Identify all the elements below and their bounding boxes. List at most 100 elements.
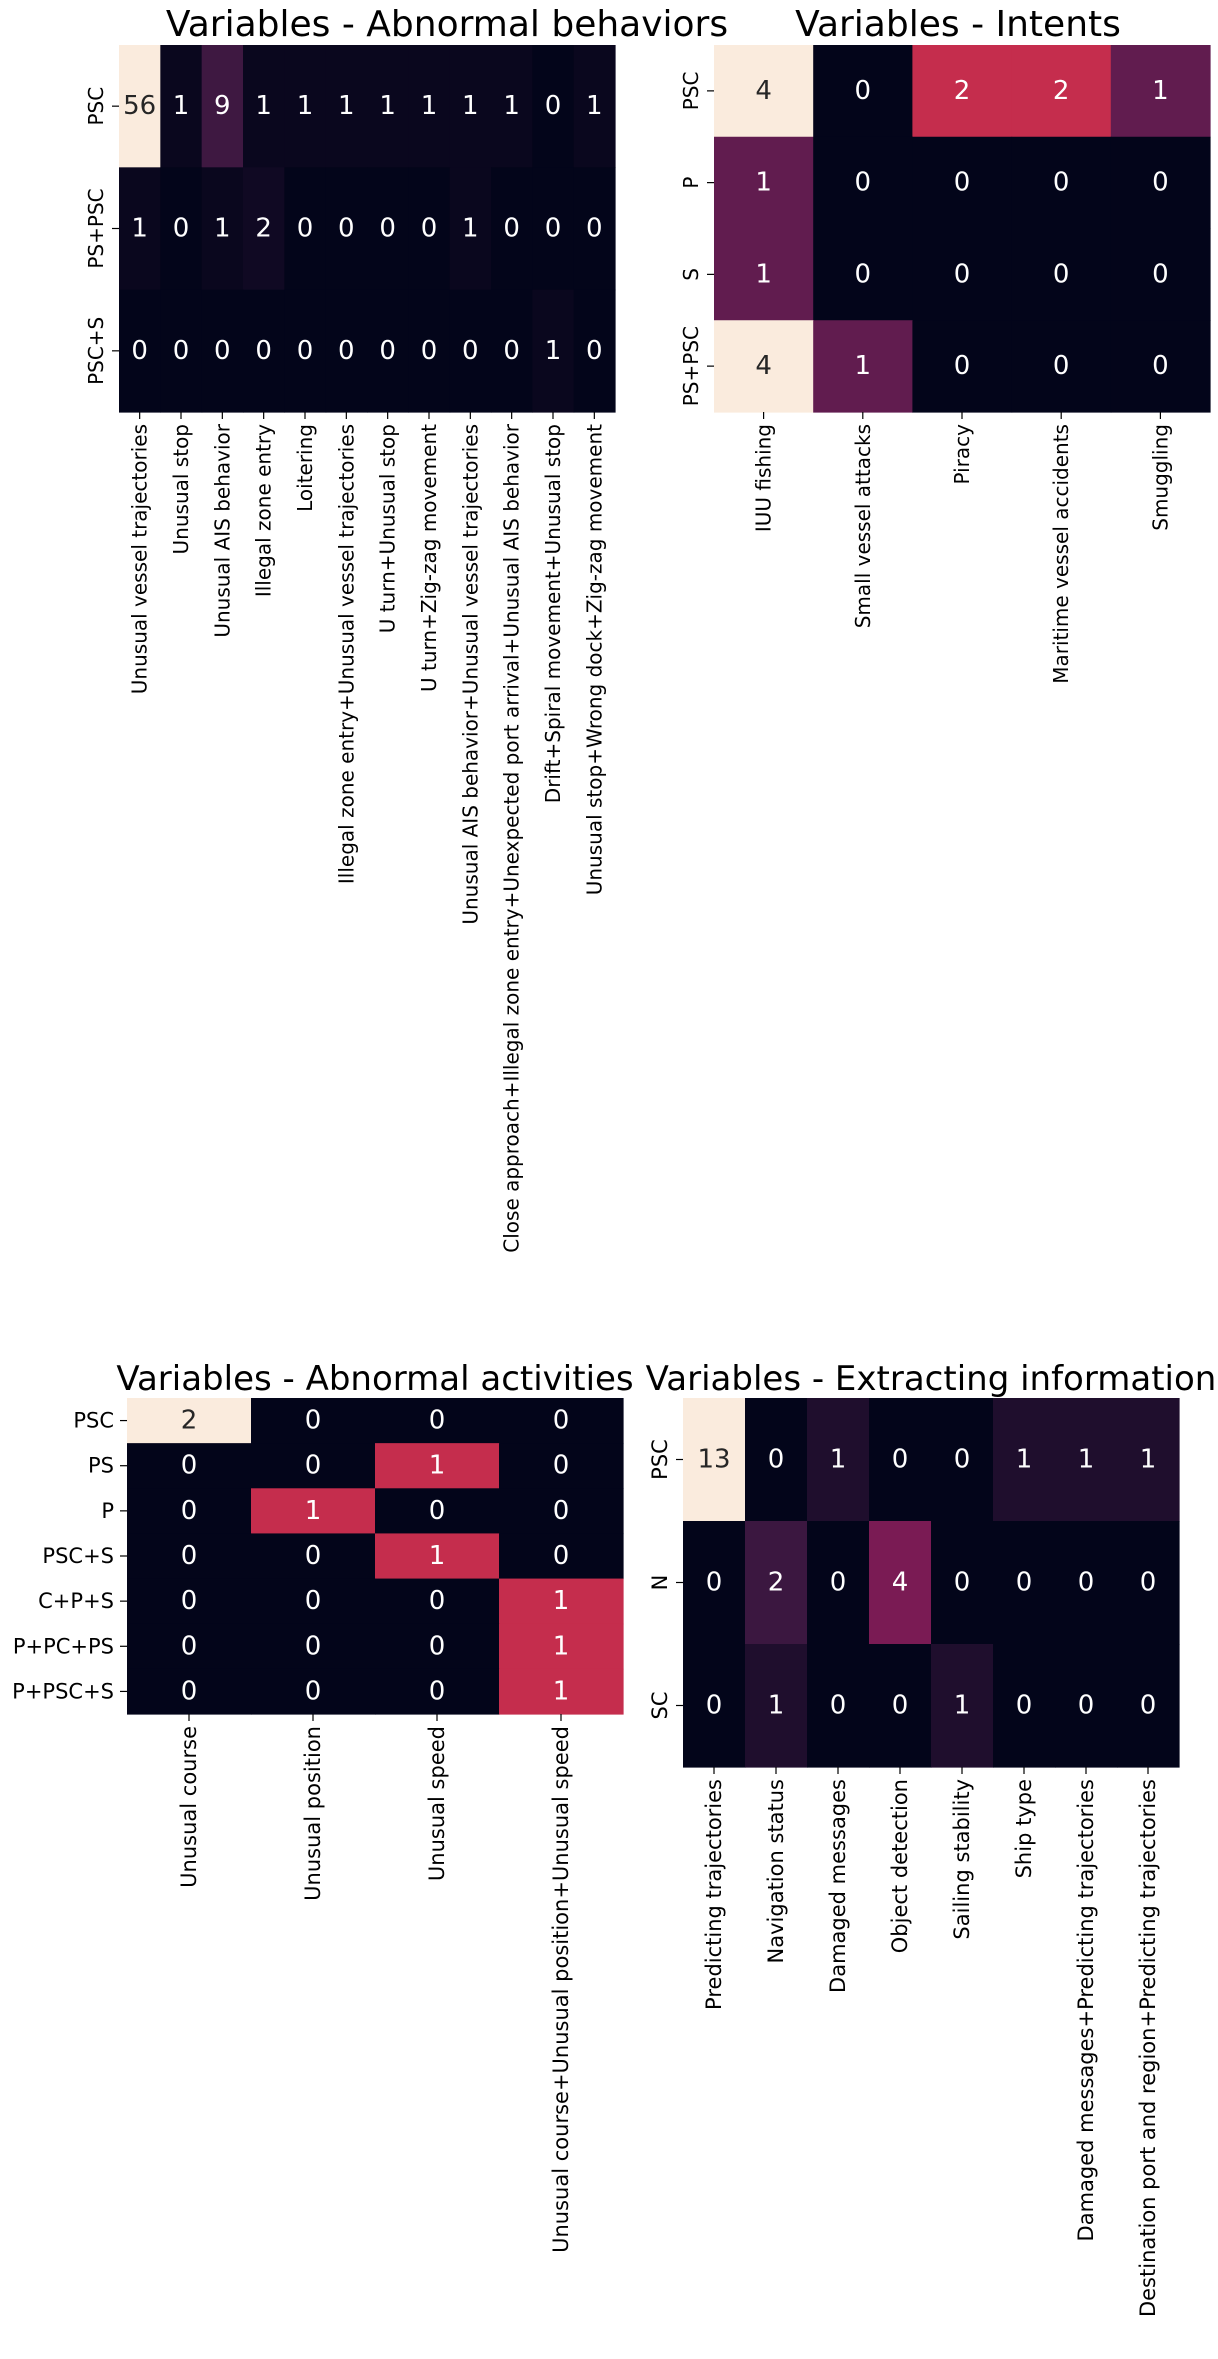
x-tick-label-9: Close approach+Illegal zone entry+Unexpe… bbox=[500, 423, 524, 1252]
heatmap-cell-r1-c0 bbox=[127, 1443, 252, 1489]
heatmap-cell-r3-c0 bbox=[714, 320, 814, 413]
heatmap-cell-r0-c2 bbox=[375, 1398, 500, 1444]
cell-value-r1-c5: 0 bbox=[338, 214, 355, 244]
cell-value-r6-c3: 1 bbox=[553, 1676, 570, 1706]
y-tick-label-6: P+PSC+S bbox=[12, 1679, 114, 1703]
heatmap-cell-r3-c1 bbox=[251, 1533, 376, 1580]
x-tick-label-2: Piracy bbox=[950, 424, 974, 485]
cell-value-r3-c3: 0 bbox=[1053, 351, 1070, 381]
heatmap-cell-r0-c8 bbox=[449, 45, 492, 168]
cell-value-r2-c0: 1 bbox=[755, 259, 772, 289]
heatmap-cell-r0-c1 bbox=[251, 1398, 376, 1444]
heatmap-cell-r2-c4 bbox=[931, 1644, 994, 1768]
heatmap-cell-r1-c10 bbox=[532, 167, 575, 291]
heatmap-cell-r2-c3 bbox=[499, 1488, 624, 1535]
cell-value-r1-c2: 1 bbox=[214, 214, 231, 244]
cell-value-r2-c3: 0 bbox=[892, 1691, 909, 1721]
cell-value-r0-c4: 1 bbox=[1152, 76, 1169, 106]
cell-value-r0-c6: 1 bbox=[379, 91, 396, 121]
x-tick-label-8: Unusual AIS behavior+Unusual vessel traj… bbox=[458, 424, 482, 925]
cell-value-r5-c3: 1 bbox=[553, 1631, 570, 1661]
cell-value-r2-c1: 0 bbox=[173, 336, 190, 366]
cell-value-r3-c0: 4 bbox=[755, 351, 772, 381]
x-tick-label-2: Damaged messages bbox=[826, 1779, 850, 1993]
cell-value-r1-c4: 0 bbox=[954, 1568, 971, 1598]
x-tick-label-6: U turn+Unusual stop bbox=[376, 424, 400, 633]
cell-value-r2-c0: 0 bbox=[706, 1691, 723, 1721]
heatmap-cell-r0-c3 bbox=[499, 1398, 624, 1444]
heatmap-cell-r1-c5 bbox=[993, 1521, 1056, 1645]
cell-value-r0-c1: 0 bbox=[855, 76, 872, 106]
x-tick-label-2: Unusual AIS behavior bbox=[210, 423, 234, 637]
cell-value-r0-c11: 1 bbox=[586, 91, 603, 121]
cell-value-r2-c3: 0 bbox=[255, 336, 272, 366]
x-tick-label-4: Sailing stability bbox=[950, 1779, 974, 1940]
x-tick-label-3: Object detection bbox=[888, 1779, 912, 1953]
heatmap-cell-r0-c0 bbox=[127, 1398, 252, 1444]
heatmap-cell-r0-c6 bbox=[367, 45, 409, 168]
heatmap-cell-r0-c3 bbox=[1011, 45, 1112, 138]
cell-value-r2-c6: 0 bbox=[379, 336, 396, 366]
x-tick-label-0: IUU fishing bbox=[752, 424, 776, 532]
heatmap-cell-r0-c6 bbox=[1055, 1398, 1118, 1522]
cell-value-r1-c4: 0 bbox=[1152, 168, 1169, 198]
heatmap-cell-r2-c3 bbox=[243, 289, 285, 413]
heatmap-cell-r1-c6 bbox=[367, 167, 409, 291]
heatmap-cell-r0-c10 bbox=[532, 45, 575, 168]
cell-value-r6-c0: 0 bbox=[181, 1676, 198, 1706]
x-tick-label-7: U turn+Zig-zag movement bbox=[417, 424, 441, 692]
cell-value-r4-c2: 0 bbox=[429, 1586, 446, 1616]
cell-value-r6-c1: 0 bbox=[305, 1676, 322, 1706]
cell-value-r0-c2: 9 bbox=[214, 91, 231, 121]
cell-value-r5-c0: 0 bbox=[181, 1631, 198, 1661]
heatmap-cell-r2-c5 bbox=[993, 1644, 1056, 1768]
x-tick-label-1: Unusual stop bbox=[169, 424, 193, 554]
cell-value-r0-c3: 2 bbox=[1053, 76, 1070, 106]
cell-value-r0-c2: 1 bbox=[830, 1445, 847, 1475]
heatmap-cell-r4-c1 bbox=[251, 1578, 376, 1625]
cell-value-r1-c2: 0 bbox=[954, 168, 971, 198]
y-tick-label-1: PS bbox=[88, 1454, 114, 1478]
heatmap-cell-r0-c11 bbox=[573, 45, 616, 168]
cell-value-r0-c7: 1 bbox=[1140, 1445, 1157, 1475]
heatmap-cell-r3-c3 bbox=[1011, 320, 1112, 413]
cell-value-r2-c0: 0 bbox=[131, 336, 148, 366]
cell-value-r3-c2: 1 bbox=[429, 1541, 446, 1571]
heatmap-cell-r0-c4 bbox=[931, 1398, 994, 1522]
heatmap-cell-r5-c3 bbox=[499, 1623, 624, 1670]
x-tick-label-0: Unusual course bbox=[177, 1726, 201, 1888]
heatmap-cell-r2-c1 bbox=[160, 289, 203, 413]
cell-value-r0-c3: 0 bbox=[892, 1445, 909, 1475]
heatmap-cell-r0-c7 bbox=[1117, 1398, 1180, 1522]
cell-value-r0-c0: 56 bbox=[123, 91, 156, 121]
heatmap-cell-r2-c2 bbox=[375, 1488, 500, 1535]
heatmap-intents: Variables - Intents 4 0 2 2 1 1 0 0 0 0 1 0 0 0 0 4 1 0 0 0 P… bbox=[679, 4, 1211, 684]
heatmap-cell-r2-c7 bbox=[408, 289, 451, 413]
heatmap-extracting-information: Variables - Extracting information 13 0 1 0 0… bbox=[646, 1359, 1217, 2317]
x-tick-label-7: Destination port and region+Predicting t… bbox=[1136, 1779, 1160, 2317]
heatmap-cell-r2-c3 bbox=[869, 1644, 932, 1768]
cell-value-r1-c0: 0 bbox=[181, 1451, 198, 1481]
cell-value-r1-c2: 0 bbox=[830, 1568, 847, 1598]
cell-value-r2-c9: 0 bbox=[503, 336, 520, 366]
x-tick-label-5: Ship type bbox=[1012, 1779, 1036, 1878]
heatmap-cell-r2-c0 bbox=[127, 1488, 252, 1535]
heatmap-cell-r0-c3 bbox=[869, 1398, 932, 1522]
cell-value-r1-c9: 0 bbox=[503, 214, 520, 244]
cell-value-r0-c1: 1 bbox=[173, 91, 190, 121]
cell-value-r2-c2: 0 bbox=[830, 1691, 847, 1721]
cell-value-r0-c5: 1 bbox=[1016, 1445, 1033, 1475]
y-tick-label-5: P+PC+PS bbox=[13, 1634, 114, 1658]
x-tick-label-4: Smuggling bbox=[1148, 424, 1172, 531]
x-tick-label-3: Unusual course+Unusual position+Unusual … bbox=[549, 1726, 573, 2253]
cell-value-r0-c7: 1 bbox=[421, 91, 438, 121]
cell-value-r2-c2: 0 bbox=[214, 336, 231, 366]
cell-value-r0-c4: 0 bbox=[954, 1445, 971, 1475]
y-tick-label-1: P bbox=[679, 177, 703, 189]
heatmap-cell-r4-c3 bbox=[499, 1578, 624, 1625]
cell-value-r1-c4: 0 bbox=[297, 214, 314, 244]
cell-value-r1-c11: 0 bbox=[586, 214, 603, 244]
cell-value-r4-c0: 0 bbox=[181, 1586, 198, 1616]
chart-title: Variables - Abnormal behaviors bbox=[166, 4, 728, 45]
